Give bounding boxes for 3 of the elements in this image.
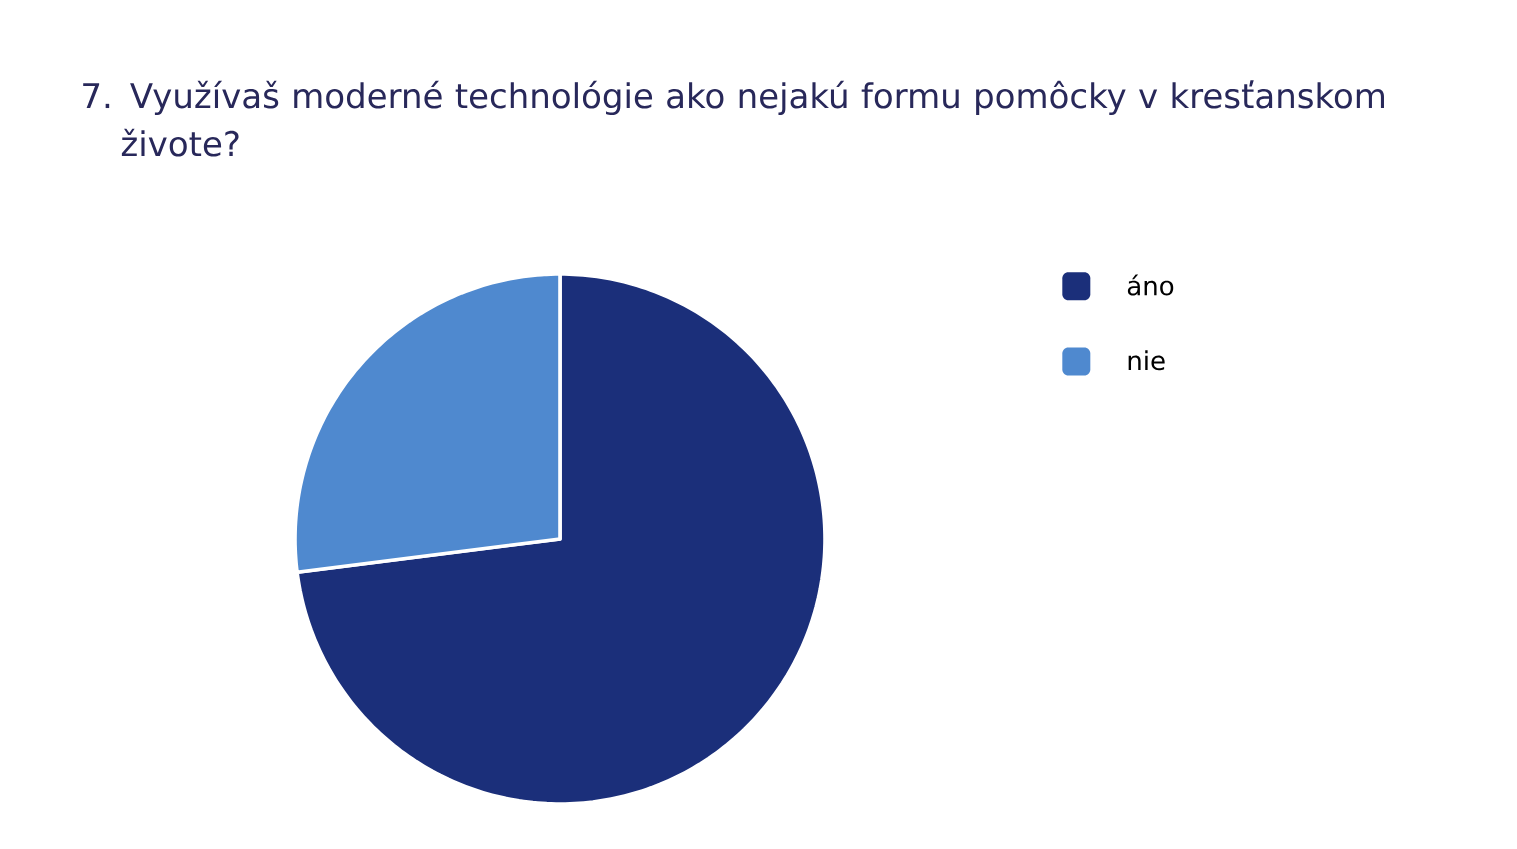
legend-label: áno [1127, 274, 1174, 296]
legend-label: nie [1128, 350, 1165, 371]
chart-title: 7. Využívaš moderné technológie ako nejakú formu pomôcky v kresťanskom živote? [83, 80, 1384, 157]
